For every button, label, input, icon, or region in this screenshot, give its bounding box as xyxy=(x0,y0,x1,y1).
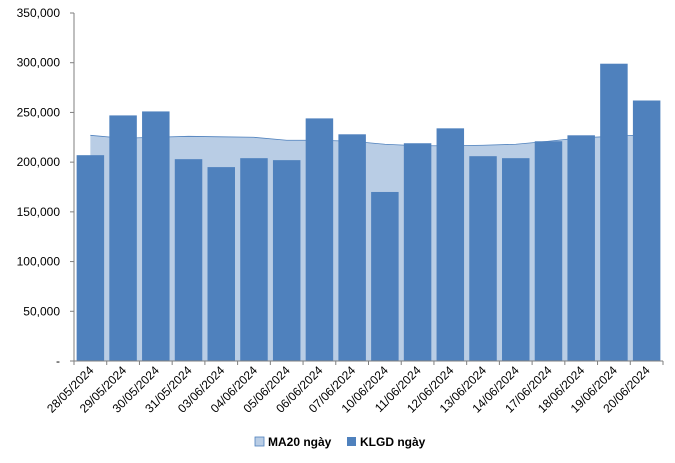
bar-12-06-2024 xyxy=(436,128,465,361)
bar-30-05-2024 xyxy=(142,111,170,362)
bar-11-06-2024 xyxy=(403,143,432,361)
y-tick-label: 300,000 xyxy=(17,56,61,70)
bar-18-06-2024 xyxy=(567,135,595,361)
ma20-area xyxy=(90,134,647,361)
x-tick-labels: 28/05/202429/05/202430/05/202431/05/2024… xyxy=(44,363,653,416)
bar-13-06-2024 xyxy=(469,156,497,361)
bar-14-06-2024 xyxy=(502,158,530,361)
bar-20-06-2024 xyxy=(632,100,661,361)
bar-07-06-2024 xyxy=(338,134,366,361)
legend-label-ma20: MA20 ngày xyxy=(268,435,332,449)
legend: MA20 ngày KLGD ngày xyxy=(254,435,426,449)
y-tick-label: 100,000 xyxy=(17,255,61,269)
bar-17-06-2024 xyxy=(534,141,563,361)
bar-28-05-2024 xyxy=(76,155,105,361)
legend-label-klgd: KLGD ngày xyxy=(360,435,426,449)
y-tick-label: - xyxy=(56,354,60,368)
bar-19-06-2024 xyxy=(600,63,628,362)
y-tick-label: 350,000 xyxy=(17,6,61,20)
legend-swatch-klgd xyxy=(347,437,356,446)
y-tick-label: 150,000 xyxy=(17,205,61,219)
ma20-area-layer xyxy=(90,134,647,361)
bar-layer xyxy=(76,63,661,362)
legend-swatch-ma20 xyxy=(254,436,265,447)
y-tick-label: 200,000 xyxy=(17,155,61,169)
bar-05-06-2024 xyxy=(272,160,301,361)
ma20-line xyxy=(90,134,647,147)
bar-31-05-2024 xyxy=(174,159,203,361)
bar-03-06-2024 xyxy=(207,167,235,361)
axis-layer xyxy=(70,12,664,365)
bar-29-05-2024 xyxy=(109,115,137,361)
bar-10-06-2024 xyxy=(371,191,399,361)
y-tick-label: 250,000 xyxy=(17,105,61,119)
y-tick-labels: - 50,000 100,000 150,000 200,000 250,000 300,0… xyxy=(17,6,61,368)
bar-06-06-2024 xyxy=(305,118,334,361)
bar-04-06-2024 xyxy=(240,158,268,361)
y-tick-label: 50,000 xyxy=(23,304,60,318)
